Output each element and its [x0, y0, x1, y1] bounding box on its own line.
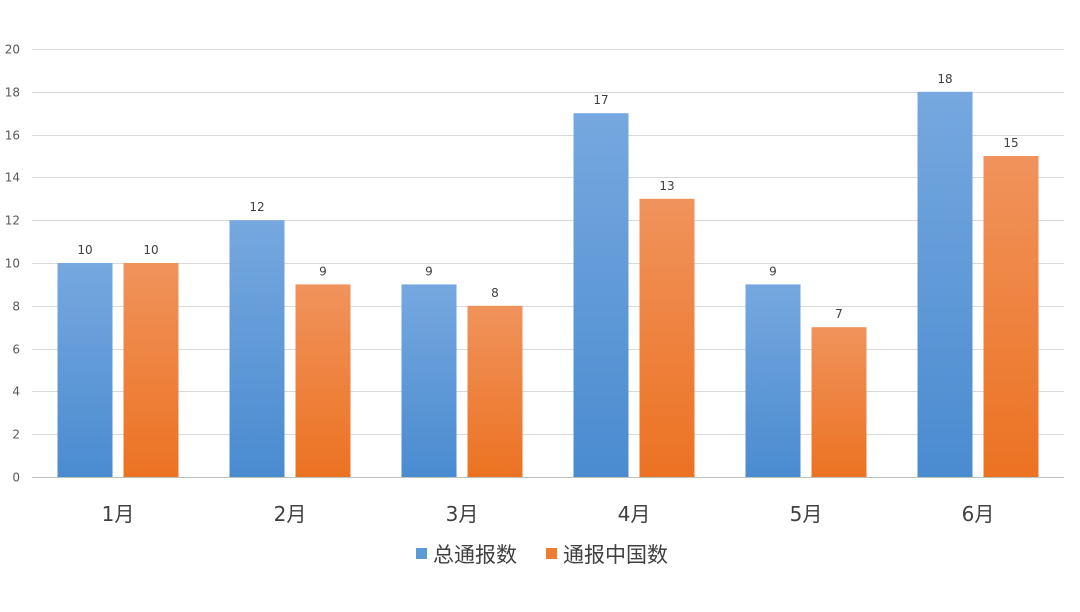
y-tick-label: 2 [12, 428, 20, 442]
bar-china-4 [639, 198, 695, 478]
bar-total-6 [917, 91, 973, 478]
data-label: 10 [77, 243, 92, 257]
y-tick-label: 20 [5, 43, 20, 57]
data-labels: 10 10 12 9 9 8 17 13 9 7 18 15 [77, 72, 1018, 321]
data-label: 9 [425, 264, 433, 278]
x-tick-label: 5月 [790, 502, 823, 526]
y-axis-ticks: 0 2 4 6 8 10 12 14 16 18 20 [5, 43, 20, 485]
bar-total-2 [229, 220, 285, 477]
legend-swatch-1 [416, 548, 427, 559]
data-label: 9 [769, 264, 777, 278]
bar-china-1 [123, 263, 179, 477]
x-tick-label: 2月 [274, 502, 307, 526]
y-tick-label: 4 [12, 385, 20, 399]
data-label: 13 [659, 179, 674, 193]
y-tick-label: 18 [5, 86, 20, 100]
y-tick-label: 10 [5, 257, 20, 271]
bar-total-5 [745, 284, 801, 477]
data-label: 10 [143, 243, 158, 257]
bar-total-4 [573, 113, 629, 477]
y-tick-label: 12 [5, 214, 20, 228]
x-tick-label: 4月 [618, 502, 651, 526]
legend: 总通报数 通报中国数 [416, 543, 668, 567]
x-tick-label: 6月 [962, 502, 995, 526]
data-label: 9 [319, 264, 327, 278]
data-label: 17 [593, 93, 608, 107]
data-label: 12 [249, 200, 264, 214]
data-label: 8 [491, 286, 499, 300]
y-tick-label: 14 [5, 171, 20, 185]
bar-china-2 [295, 284, 351, 477]
bar-china-5 [811, 327, 867, 477]
data-label: 15 [1003, 136, 1018, 150]
legend-swatch-2 [546, 548, 557, 559]
x-axis-ticks: 1月 2月 3月 4月 5月 6月 [102, 502, 995, 526]
bar-total-3 [401, 284, 457, 477]
y-tick-label: 16 [5, 129, 20, 143]
legend-label-1: 总通报数 [433, 543, 517, 567]
y-tick-label: 6 [12, 343, 20, 357]
y-tick-label: 8 [12, 300, 20, 314]
x-tick-label: 3月 [446, 502, 479, 526]
gridlines [32, 49, 1064, 478]
data-label: 18 [937, 72, 952, 86]
bar-china-6 [983, 156, 1039, 477]
x-tick-label: 1月 [102, 502, 135, 526]
y-tick-label: 0 [12, 471, 20, 485]
bar-total-1 [57, 263, 113, 477]
bars [57, 91, 1039, 478]
bar-china-3 [467, 305, 523, 477]
data-label: 7 [835, 307, 843, 321]
legend-label-2: 通报中国数 [563, 543, 668, 567]
